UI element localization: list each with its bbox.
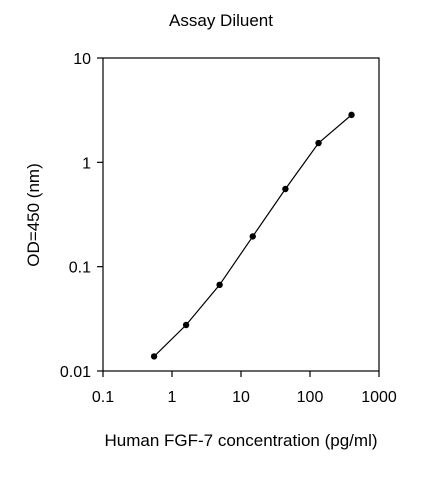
data-point	[182, 321, 190, 329]
x-tick-label: 10	[232, 389, 250, 406]
y-tick-label: 0.1	[69, 260, 91, 277]
x-tick-label: 100	[297, 389, 324, 406]
chart-title: Assay Diluent	[169, 11, 273, 30]
y-tick-label: 10	[73, 51, 91, 68]
data-point	[216, 281, 223, 289]
plot-frame	[102, 57, 380, 372]
data-point	[150, 353, 158, 360]
y-tick-label: 0.01	[60, 364, 91, 381]
y-axis-ticks: 0.01 0.1 1 10	[60, 51, 103, 381]
x-axis-ticks: 0.1 1 10 100 1000	[92, 371, 397, 406]
x-axis-label: Human FGF-7 concentration (pg/ml)	[104, 431, 377, 450]
data-point	[249, 233, 256, 240]
data-point	[282, 185, 289, 193]
y-tick-label: 1	[82, 155, 91, 172]
y-axis-label: OD=450 (nm)	[24, 163, 43, 266]
y-axis-label-group: OD=450 (nm)	[24, 163, 43, 266]
x-tick-label: 1	[168, 389, 177, 406]
x-tick-label: 1000	[361, 389, 397, 406]
series-layer	[150, 111, 355, 360]
data-point	[315, 139, 322, 147]
data-point	[348, 111, 355, 119]
x-tick-label: 0.1	[92, 389, 114, 406]
